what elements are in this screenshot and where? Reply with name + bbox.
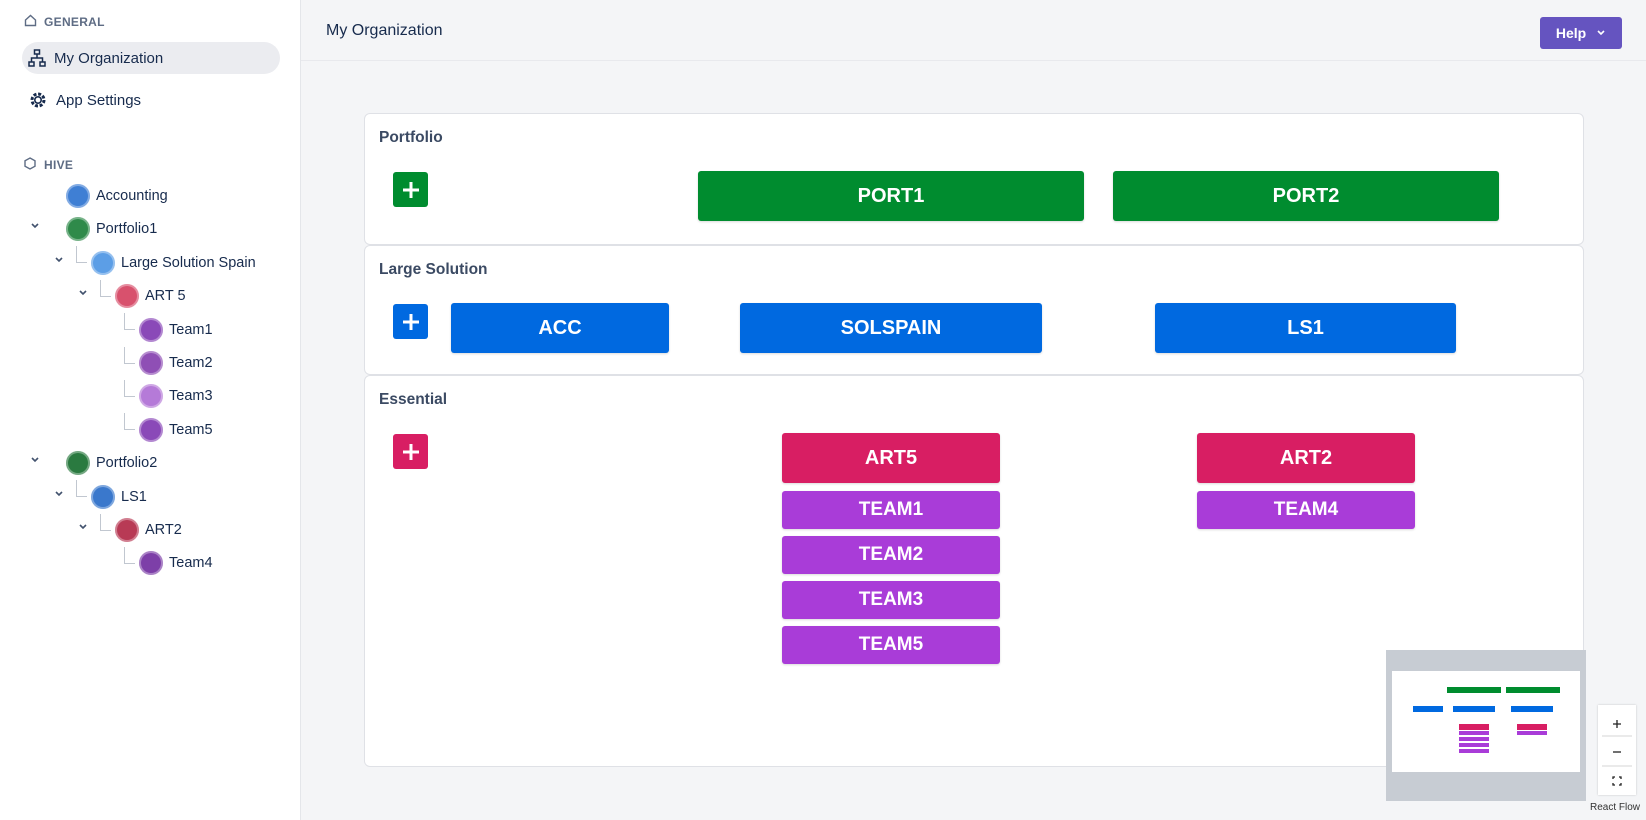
tree-connector	[124, 346, 135, 364]
button-label: Help	[1555, 25, 1587, 41]
tree-connector	[100, 279, 111, 297]
tree-item[interactable]: Team3	[124, 379, 213, 409]
avatar	[91, 250, 115, 275]
expand-chevron[interactable]	[54, 489, 64, 501]
tree-item[interactable]: Portfolio1	[66, 216, 157, 242]
org-node[interactable]: ACC	[451, 303, 669, 353]
add-button[interactable]	[393, 172, 428, 207]
tree-label: ART 5	[145, 288, 186, 305]
tree-label: Team1	[169, 321, 213, 338]
minimap-view	[1392, 671, 1580, 772]
org-node[interactable]: TEAM5	[782, 626, 1000, 664]
tree-item[interactable]: Team4	[124, 546, 213, 576]
org-node[interactable]: LS1	[1155, 303, 1456, 353]
tree-item[interactable]: Team5	[124, 413, 213, 443]
header: My Organization Help	[301, 0, 1646, 61]
tree-connector	[124, 546, 135, 564]
tree-label: ART2	[145, 522, 182, 538]
tree-item[interactable]: Accounting	[66, 183, 168, 209]
tree-label: Team2	[169, 355, 213, 371]
avatar	[139, 317, 163, 342]
org-node[interactable]: SOLSPAIN	[740, 303, 1042, 353]
tree-label: Team3	[169, 388, 213, 405]
avatar	[66, 451, 90, 476]
section-panel: Essential ART5 TEAM1 TEAM2 TEAM3 TEAM5 ART2 TEA…	[364, 375, 1584, 767]
avatar	[91, 484, 115, 509]
section-title: Portfolio	[379, 129, 443, 146]
help-button[interactable]: Help	[1540, 17, 1622, 49]
tree-label: Team5	[169, 421, 213, 438]
tree-connector	[124, 313, 135, 331]
zoom-controls	[1598, 705, 1636, 795]
org-node[interactable]: PORT2	[1113, 171, 1499, 221]
section-title: Essential	[379, 391, 448, 408]
section-heading: HIVE	[44, 158, 74, 172]
attribution: React Flow	[1590, 802, 1641, 813]
zoom-icons	[1602, 720, 1632, 786]
avatar	[66, 184, 90, 208]
page-title: My Organization	[326, 22, 443, 39]
org-icon	[28, 49, 46, 67]
section-heading: GENERAL	[44, 15, 105, 29]
tree-item[interactable]: Portfolio2	[66, 450, 157, 476]
tree-connector	[124, 379, 135, 397]
sidebar: GENERAL My Organization App Settings HIV…	[0, 0, 301, 820]
org-node[interactable]: TEAM1	[782, 491, 1000, 529]
expand-chevron[interactable]	[30, 455, 40, 467]
tree-connector	[76, 246, 87, 264]
tree-connector	[124, 413, 135, 431]
nav-label: My Organization	[54, 49, 164, 67]
avatar	[139, 351, 163, 375]
expand-chevron[interactable]	[78, 522, 88, 534]
org-node[interactable]: ART5	[782, 433, 1000, 483]
org-node[interactable]: TEAM4	[1197, 491, 1415, 529]
section-panel: Large Solution ACC SOLSPAIN LS1	[364, 245, 1584, 375]
section-title: Large Solution	[379, 261, 488, 278]
org-node[interactable]: PORT1	[698, 171, 1084, 221]
tree-item[interactable]: ART 5	[100, 279, 186, 309]
avatar	[139, 417, 163, 442]
expand-chevron[interactable]	[78, 288, 88, 300]
minimap	[1386, 650, 1586, 801]
hive-icon	[24, 157, 36, 170]
org-node[interactable]: TEAM2	[782, 536, 1000, 574]
avatar	[139, 384, 163, 409]
tree-item[interactable]: Large Solution Spain	[76, 246, 256, 276]
tree-connector	[76, 480, 87, 498]
avatar	[115, 518, 139, 542]
add-button[interactable]	[393, 304, 428, 339]
home-icon	[24, 14, 37, 27]
expand-chevron[interactable]	[30, 221, 40, 233]
tree-label: Portfolio2	[96, 455, 158, 472]
expand-chevron[interactable]	[54, 255, 64, 267]
org-node[interactable]: ART2	[1197, 433, 1415, 483]
section-panel: Portfolio PORT1 PORT2	[364, 113, 1584, 245]
tree-label: LS1	[121, 488, 147, 505]
tree-label: Accounting	[96, 188, 168, 204]
tree-item[interactable]: ART2	[100, 513, 182, 543]
tree-item[interactable]: Team2	[124, 346, 213, 376]
gear-icon	[30, 92, 46, 108]
tree-label: Team4	[169, 555, 213, 572]
tree-label: Large Solution Spain	[121, 254, 256, 271]
org-node[interactable]: TEAM3	[782, 581, 1000, 619]
tree-item[interactable]: LS1	[76, 480, 147, 510]
avatar	[139, 551, 163, 576]
add-button[interactable]	[393, 434, 428, 469]
tree-connector	[100, 513, 111, 531]
nav-item[interactable]: My Organization	[22, 42, 280, 74]
avatar	[66, 217, 90, 242]
nav-item[interactable]: App Settings	[22, 84, 280, 116]
tree-label: Portfolio1	[96, 221, 158, 238]
nav-label: App Settings	[56, 91, 142, 109]
chevron-icon	[1597, 30, 1605, 36]
avatar	[115, 284, 139, 309]
tree-item[interactable]: Team1	[124, 313, 213, 343]
